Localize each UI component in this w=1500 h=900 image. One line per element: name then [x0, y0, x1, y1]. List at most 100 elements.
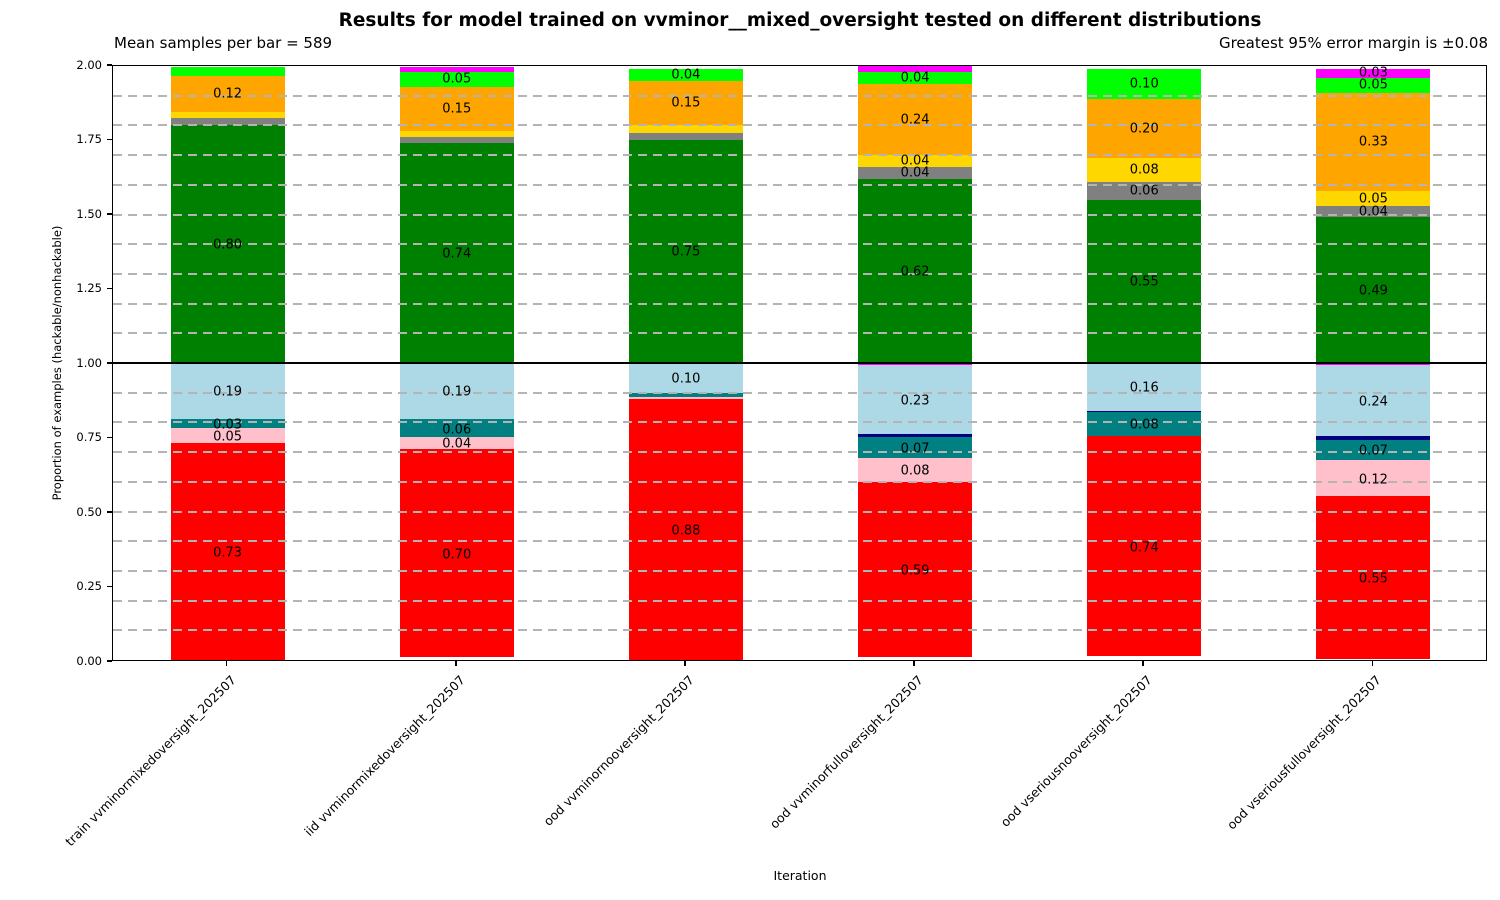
bar-value-label: 0.75 — [671, 244, 701, 260]
bar-value-label: 0.74 — [442, 246, 472, 262]
y-tick-label: 1.75 — [76, 132, 102, 146]
x-tick-label: ood vvminorfulloversight_202507 — [766, 672, 926, 832]
y-tick-mark — [107, 138, 112, 141]
bar-value-label: 0.55 — [1129, 274, 1159, 290]
gridline — [113, 243, 1486, 246]
bar-segment-magenta — [1316, 68, 1431, 78]
gridline — [113, 480, 1486, 483]
y-tick-mark — [107, 362, 112, 364]
stacked-bar — [1087, 66, 1202, 660]
bar-value-label: 0.80 — [213, 237, 243, 253]
gridline — [113, 391, 1486, 394]
bar-segment-gray — [1316, 205, 1431, 218]
chart-title: Results for model trained on vvminor__mi… — [338, 10, 1262, 31]
bar-value-label: 0.08 — [1129, 162, 1159, 178]
x-tick-mark — [684, 661, 686, 666]
bar-segment-orange — [170, 76, 285, 113]
baseline-1.0 — [113, 362, 1486, 364]
y-tick-label: 1.00 — [76, 355, 102, 370]
bar-value-label: 0.04 — [900, 70, 930, 86]
bar-value-label: 0.10 — [1129, 76, 1159, 92]
gridline — [113, 272, 1486, 275]
bar-segment-teal — [170, 419, 285, 429]
gridline — [113, 451, 1486, 454]
x-tick-mark — [1371, 661, 1374, 666]
bar-value-label: 0.55 — [1358, 571, 1388, 587]
bar-value-label: 0.24 — [900, 112, 930, 128]
bar-value-label: 0.04 — [442, 436, 472, 452]
y-tick-mark — [107, 511, 112, 513]
bar-value-label: 0.07 — [1358, 443, 1388, 459]
bar-segment-lime — [858, 71, 973, 84]
x-axis-label: Iteration — [773, 868, 827, 883]
bar-segment-gray — [628, 132, 743, 141]
bar-value-label: 0.33 — [1358, 134, 1388, 150]
bar-value-label: 0.04 — [1358, 204, 1388, 220]
bar-segment-pink — [399, 437, 514, 450]
bar-segment-orange — [628, 80, 743, 126]
y-tick-mark — [107, 436, 112, 439]
bar-segment-pink — [1316, 460, 1431, 497]
bar-segment-orange — [1087, 98, 1202, 159]
gridline — [113, 421, 1486, 424]
bar-segment-lime — [1316, 77, 1431, 93]
bar-value-label: 0.62 — [900, 264, 930, 280]
bar-value-label: 0.04 — [671, 67, 701, 83]
bar-value-labels-layer: 0.80 0.12 0.19 0.03 0.05 0.73 0.74 0.15 0.05 0.19… — [113, 66, 1486, 660]
bar-value-label: 0.19 — [213, 384, 243, 400]
gridline — [113, 540, 1486, 543]
bar-value-label: 0.16 — [1129, 380, 1159, 396]
y-tick-mark — [107, 585, 112, 588]
bar-value-label: 0.23 — [900, 393, 930, 409]
bar-segment-teal — [628, 392, 743, 398]
x-tick-label: iid vvminormixedoversight_202507 — [301, 672, 468, 839]
gridline — [113, 94, 1486, 97]
bar-segment-lime — [399, 71, 514, 87]
x-tick-label: ood vseriousnooversight_202507 — [997, 672, 1156, 830]
bar-segment-lime — [1087, 68, 1202, 99]
stacked-bar — [170, 66, 285, 660]
stacked-bar — [628, 66, 743, 660]
bar-value-label: 0.73 — [213, 545, 243, 561]
bar-segment-orange — [399, 86, 514, 132]
bar-segment-red — [1087, 436, 1202, 656]
bar-segment-red — [170, 443, 285, 660]
bar-segment-gray — [1087, 181, 1202, 200]
bar-segment-magenta — [858, 363, 973, 366]
bar-segment-red — [628, 398, 743, 660]
bar-value-label: 0.24 — [1358, 394, 1388, 410]
bar-value-label: 0.04 — [900, 165, 930, 181]
bar-segment-navy — [1087, 410, 1202, 413]
x-tick-label: ood vseriousfulloversight_202507 — [1224, 672, 1385, 833]
bar-segment-pink — [628, 397, 743, 399]
y-tick-label: 0.25 — [76, 579, 102, 593]
grid-layer — [113, 66, 1486, 660]
x-tick-label: train vvminormixedoversight_202507 — [61, 672, 239, 849]
x-tick-label: ood vvminornooversight_202507 — [540, 672, 697, 829]
x-tick-mark — [1142, 661, 1145, 666]
y-tick-mark — [107, 660, 112, 662]
bar-value-label: 0.20 — [1129, 121, 1159, 137]
bar-value-label: 0.88 — [671, 523, 701, 539]
bar-segment-lightblue — [628, 363, 743, 393]
error-margin-text: Greatest 95% error margin is ±0.08 — [1218, 34, 1488, 52]
bar-value-label: 0.03 — [213, 417, 243, 433]
bar-value-label: 0.15 — [442, 101, 472, 117]
bar-segment-gold — [1087, 158, 1202, 182]
bars-layer — [113, 66, 1486, 660]
gridline — [113, 124, 1486, 127]
stacked-bar — [1316, 66, 1431, 660]
y-tick-mark — [107, 287, 112, 290]
y-tick-mark — [107, 213, 112, 215]
bar-value-label: 0.12 — [213, 86, 243, 102]
bar-value-label: 0.05 — [213, 429, 243, 445]
bar-value-label: 0.10 — [671, 371, 701, 387]
plot-area: 0.80 0.12 0.19 0.03 0.05 0.73 0.74 0.15 0.05 0.19… — [112, 65, 1487, 661]
y-tick-label: 0.00 — [76, 653, 102, 668]
bar-segment-lime — [170, 67, 285, 77]
y-tick-label: 0.50 — [76, 504, 102, 519]
bar-segment-navy — [858, 433, 973, 438]
bar-segment-teal — [399, 419, 514, 438]
gridline — [113, 213, 1486, 216]
bar-value-label: 0.05 — [1358, 191, 1388, 207]
